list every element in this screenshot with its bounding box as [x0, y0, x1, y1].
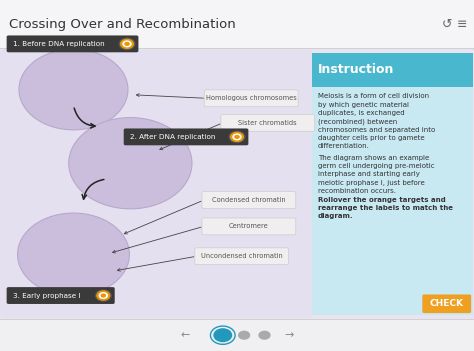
Text: Crossing Over and Recombination: Crossing Over and Recombination — [9, 18, 235, 31]
Circle shape — [19, 49, 128, 130]
Circle shape — [120, 39, 134, 49]
Text: →: → — [284, 330, 294, 340]
Text: Meiosis is a form of cell division
by which genetic material
duplicates, is exch: Meiosis is a form of cell division by wh… — [318, 93, 435, 150]
FancyBboxPatch shape — [0, 48, 474, 319]
Circle shape — [122, 40, 132, 47]
Circle shape — [234, 135, 240, 139]
Circle shape — [213, 328, 232, 342]
Circle shape — [258, 331, 271, 340]
FancyBboxPatch shape — [7, 35, 138, 52]
FancyBboxPatch shape — [124, 128, 248, 145]
FancyBboxPatch shape — [202, 192, 296, 208]
Text: Sister chromatids: Sister chromatids — [238, 120, 297, 126]
FancyBboxPatch shape — [202, 218, 296, 235]
FancyBboxPatch shape — [0, 0, 474, 48]
FancyBboxPatch shape — [312, 87, 473, 315]
Circle shape — [95, 289, 112, 302]
Circle shape — [228, 131, 246, 143]
Circle shape — [100, 293, 106, 298]
Circle shape — [69, 118, 192, 209]
Text: Uncondensed chromatin: Uncondensed chromatin — [201, 253, 283, 259]
FancyBboxPatch shape — [312, 53, 473, 87]
Circle shape — [238, 331, 250, 340]
FancyBboxPatch shape — [195, 248, 289, 265]
FancyBboxPatch shape — [0, 50, 313, 318]
Text: Instruction: Instruction — [318, 63, 394, 77]
Text: ↺: ↺ — [441, 18, 452, 31]
Text: Condensed chromatin: Condensed chromatin — [212, 197, 286, 203]
Text: CHECK: CHECK — [430, 299, 464, 308]
FancyBboxPatch shape — [221, 114, 315, 131]
Text: 1. Before DNA replication: 1. Before DNA replication — [13, 41, 105, 47]
Text: ≡: ≡ — [457, 18, 467, 31]
Circle shape — [99, 292, 108, 299]
Circle shape — [18, 213, 129, 296]
Circle shape — [232, 133, 242, 140]
FancyBboxPatch shape — [0, 319, 474, 351]
Text: 2. After DNA replication: 2. After DNA replication — [130, 134, 216, 140]
Circle shape — [118, 38, 136, 50]
Circle shape — [230, 132, 244, 142]
Text: Rollover the orange targets and
rearrange the labels to match the
diagram.: Rollover the orange targets and rearrang… — [318, 197, 453, 219]
Text: ←: ← — [180, 330, 190, 340]
Circle shape — [96, 290, 110, 301]
FancyBboxPatch shape — [422, 294, 471, 313]
Text: The diagram shows an example
germ cell undergoing pre-meiotic
interphase and sta: The diagram shows an example germ cell u… — [318, 155, 434, 194]
Text: Homologous chromosomes: Homologous chromosomes — [206, 95, 297, 101]
Text: 3. Early prophase I: 3. Early prophase I — [13, 292, 81, 299]
FancyBboxPatch shape — [204, 90, 298, 107]
FancyBboxPatch shape — [7, 287, 115, 304]
Text: Centromere: Centromere — [229, 223, 269, 230]
Circle shape — [124, 42, 130, 46]
